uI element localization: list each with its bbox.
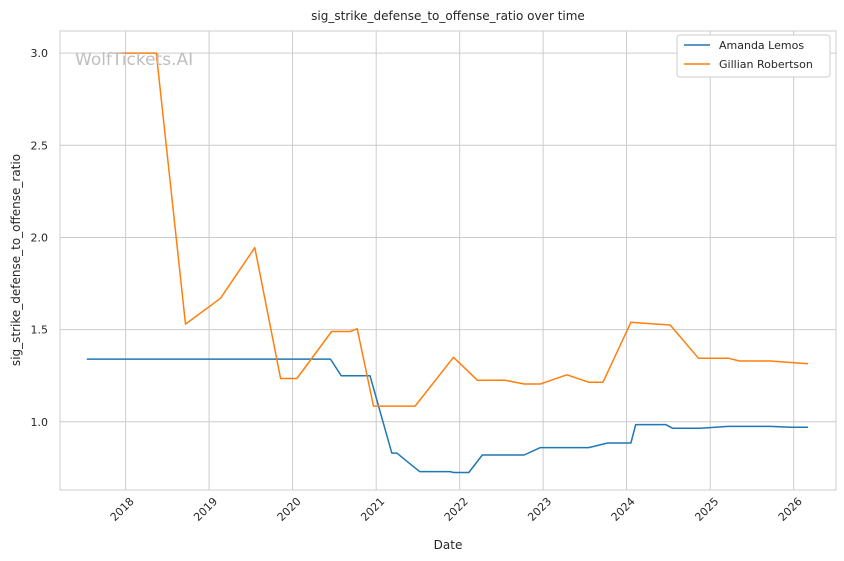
y-tick-label: 1.0 xyxy=(31,416,49,429)
y-tick-label: 2.5 xyxy=(31,139,49,152)
y-tick-label: 3.0 xyxy=(31,47,49,60)
legend-box xyxy=(676,34,831,78)
legend-label-gillian-robertson: Gillian Robertson xyxy=(719,58,813,71)
series-line-amanda-lemos xyxy=(86,358,809,474)
watermark: WolfTickets.AI xyxy=(75,50,193,70)
series-line-gillian-robertson xyxy=(116,52,809,407)
plot-frame xyxy=(59,30,837,491)
legend: Amanda Lemos Gillian Robertson xyxy=(676,34,831,78)
chart-title: sig_strike_defense_to_offense_ratio over… xyxy=(311,9,585,23)
y-tick-labels: 1.0 1.5 2.0 2.5 3.0 xyxy=(31,47,49,429)
x-axis-title: Date xyxy=(434,538,463,552)
legend-label-amanda-lemos: Amanda Lemos xyxy=(719,39,804,52)
y-tick-label: 2.0 xyxy=(31,231,49,244)
y-axis-title: sig_strike_defense_to_offense_ratio xyxy=(9,154,23,366)
series-lines xyxy=(86,52,809,474)
y-tick-label: 1.5 xyxy=(31,324,49,337)
